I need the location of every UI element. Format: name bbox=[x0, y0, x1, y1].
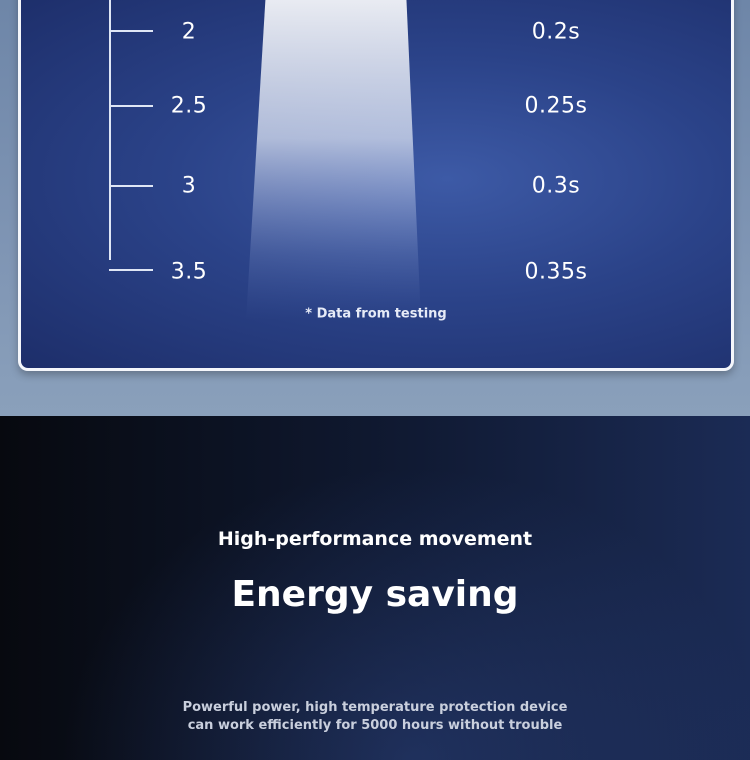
scale-axis-line bbox=[109, 0, 111, 260]
data-panel-section: 2 2.5 3 3.5 0.2s 0.25s 0.3s 0.35s * Data… bbox=[0, 0, 750, 416]
feature-section: High-performance movement Energy saving … bbox=[0, 416, 750, 760]
feature-headline: Energy saving bbox=[231, 574, 519, 615]
feature-description-line: Powerful power, high temperature protect… bbox=[182, 700, 568, 715]
time-value-label: 0.2s bbox=[531, 19, 581, 45]
scale-value-label: 2.5 bbox=[170, 93, 208, 119]
scale-tick bbox=[109, 269, 153, 271]
time-value-label: 0.3s bbox=[531, 173, 581, 199]
scale-tick bbox=[109, 185, 153, 187]
scale-value-label: 3.5 bbox=[170, 259, 208, 285]
scale-value-label: 2 bbox=[181, 19, 197, 45]
background-glow bbox=[0, 416, 750, 760]
data-source-note: * Data from testing bbox=[305, 306, 447, 322]
scale-value-label: 3 bbox=[181, 173, 197, 199]
scale-tick bbox=[109, 30, 153, 32]
data-card: 2 2.5 3 3.5 0.2s 0.25s 0.3s 0.35s * Data… bbox=[18, 0, 734, 371]
time-value-label: 0.25s bbox=[524, 93, 588, 119]
feature-description-line: can work efficiently for 5000 hours with… bbox=[187, 718, 563, 733]
time-value-label: 0.35s bbox=[524, 259, 588, 285]
feature-subtitle: High-performance movement bbox=[217, 528, 533, 550]
scale-tick bbox=[109, 105, 153, 107]
